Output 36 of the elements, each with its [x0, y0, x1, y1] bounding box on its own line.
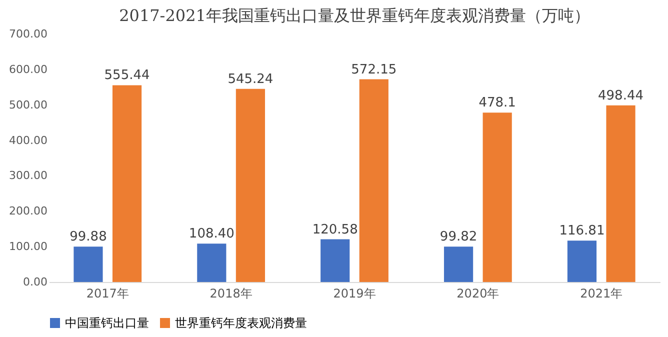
data-label: 572.15 [351, 62, 397, 78]
data-label: 498.44 [598, 88, 644, 104]
bar [112, 85, 142, 282]
x-tick-label: 2018年 [210, 286, 252, 300]
y-tick-label: 600.00 [9, 62, 48, 76]
data-label: 108.40 [188, 226, 234, 242]
bar [74, 246, 103, 282]
bar [320, 239, 350, 282]
data-label: 545.24 [228, 72, 274, 87]
data-label: 116.81 [559, 224, 605, 239]
x-tick-label: 2019年 [333, 286, 376, 300]
y-tick-label: 500.00 [9, 98, 48, 112]
data-label: 120.58 [312, 222, 358, 238]
legend-label: 世界重钙年度表观消费量 [175, 316, 307, 330]
chart-title: 2017-2021年我国重钙出口量及世界重钙年度表观消费量（万吨） [119, 6, 590, 25]
x-tick-label: 2021年 [580, 286, 623, 300]
y-tick-label: 400.00 [9, 134, 48, 147]
x-tick-label: 2020年 [456, 286, 500, 300]
bar [236, 88, 266, 282]
bar [606, 105, 636, 282]
data-label: 555.44 [104, 68, 150, 84]
data-label: 99.82 [440, 230, 478, 245]
bar [359, 79, 388, 282]
y-tick-label: 0.00 [23, 276, 48, 288]
y-tick-label: 700.00 [9, 28, 48, 40]
legend-label: 中国重钙出口量 [65, 316, 149, 330]
bar [197, 244, 226, 282]
y-tick-label: 300.00 [9, 169, 48, 182]
bar [482, 112, 512, 282]
data-label: 99.88 [70, 230, 107, 245]
y-tick-label: 100.00 [9, 240, 48, 254]
bar [444, 246, 474, 282]
y-tick-label: 200.00 [9, 204, 48, 218]
x-tick-label: 2017年 [86, 286, 129, 300]
bar [567, 240, 597, 282]
data-label: 478.1 [478, 96, 516, 111]
